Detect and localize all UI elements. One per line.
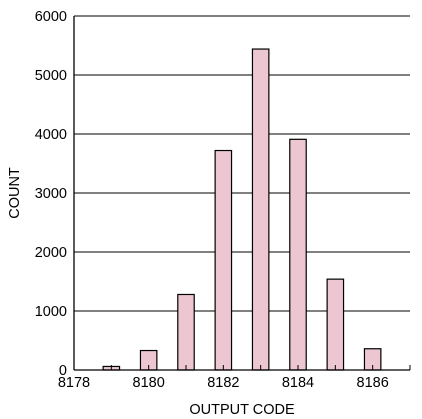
y-tick-label: 4000 [35,127,67,143]
x-tick-labels: 8178 8180 8182 8184 8186 [58,375,389,391]
x-axis-title: OUTPUT CODE [189,402,295,418]
y-tick-label: 1000 [35,304,67,320]
y-tick-labels: 0 1000 2000 3000 4000 5000 6000 [35,9,67,379]
x-tick-label: 8184 [282,375,314,391]
bar [251,48,270,371]
axes [73,16,411,371]
bar [326,278,345,371]
bar [214,149,233,371]
x-tick-label: 8178 [58,375,90,391]
y-axis-title: COUNT [7,167,23,219]
x-tick-label: 8180 [133,375,165,391]
y-tick-label: 6000 [35,9,67,25]
y-tick-label: 5000 [35,68,67,84]
x-tick-label: 8182 [207,375,239,391]
gridlines [74,15,410,312]
x-tick-label: 8186 [357,375,389,391]
y-tick-label: 3000 [35,186,67,202]
bar [289,138,307,371]
y-tick-label: 0 [59,363,67,379]
y-tick-label: 2000 [35,245,67,261]
bar [177,293,195,371]
bars [102,48,382,371]
